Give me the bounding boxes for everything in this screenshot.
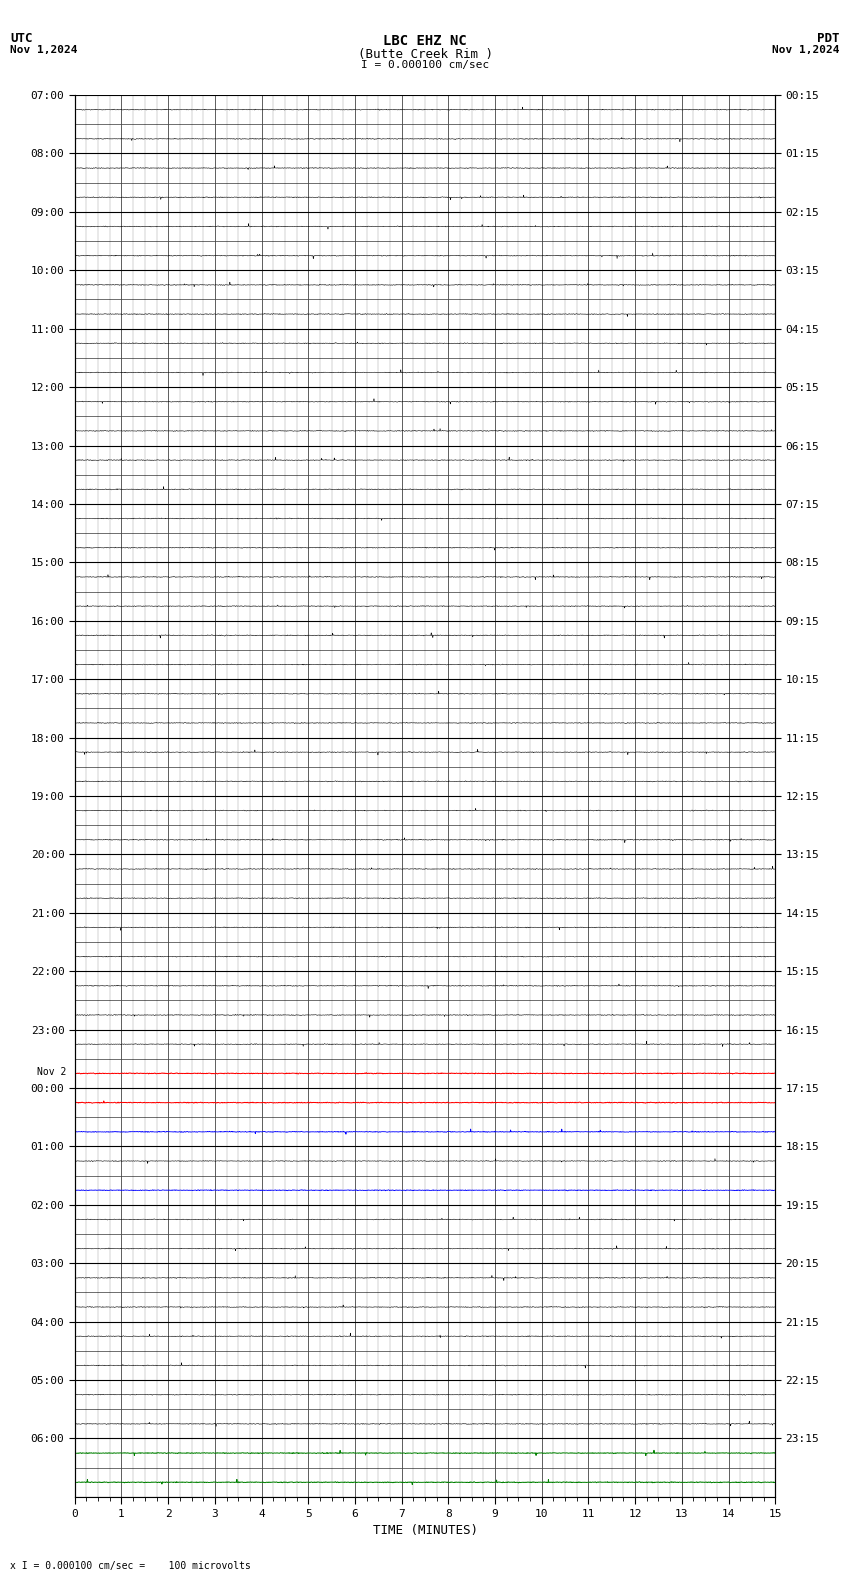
Text: (Butte Creek Rim ): (Butte Creek Rim )	[358, 48, 492, 60]
Text: Nov 2: Nov 2	[37, 1068, 66, 1077]
Text: Nov 1,2024: Nov 1,2024	[773, 44, 840, 55]
Text: UTC: UTC	[10, 32, 32, 44]
Text: PDT: PDT	[818, 32, 840, 44]
Text: x I = 0.000100 cm/sec =    100 microvolts: x I = 0.000100 cm/sec = 100 microvolts	[10, 1562, 251, 1571]
Text: Nov 1,2024: Nov 1,2024	[10, 44, 77, 55]
X-axis label: TIME (MINUTES): TIME (MINUTES)	[372, 1524, 478, 1536]
Text: LBC EHZ NC: LBC EHZ NC	[383, 33, 467, 48]
Text: I = 0.000100 cm/sec: I = 0.000100 cm/sec	[361, 60, 489, 70]
